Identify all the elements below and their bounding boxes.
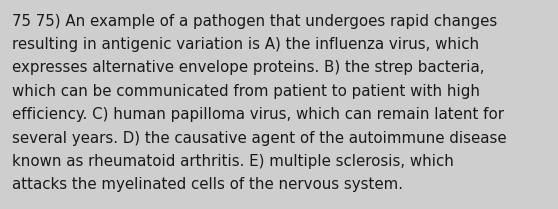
Text: known as rheumatoid arthritis. E) multiple sclerosis, which: known as rheumatoid arthritis. E) multip… bbox=[12, 154, 454, 169]
Text: several years. D) the causative agent of the autoimmune disease: several years. D) the causative agent of… bbox=[12, 131, 507, 146]
Text: expresses alternative envelope proteins. B) the strep bacteria,: expresses alternative envelope proteins.… bbox=[12, 60, 485, 75]
Text: efficiency. C) human papilloma virus, which can remain latent for: efficiency. C) human papilloma virus, wh… bbox=[12, 107, 504, 122]
Text: 75 75) An example of a pathogen that undergoes rapid changes: 75 75) An example of a pathogen that und… bbox=[12, 14, 498, 29]
Text: which can be communicated from patient to patient with high: which can be communicated from patient t… bbox=[12, 84, 480, 99]
Text: resulting in antigenic variation is A) the influenza virus, which: resulting in antigenic variation is A) t… bbox=[12, 37, 479, 52]
Text: attacks the myelinated cells of the nervous system.: attacks the myelinated cells of the nerv… bbox=[12, 177, 403, 192]
